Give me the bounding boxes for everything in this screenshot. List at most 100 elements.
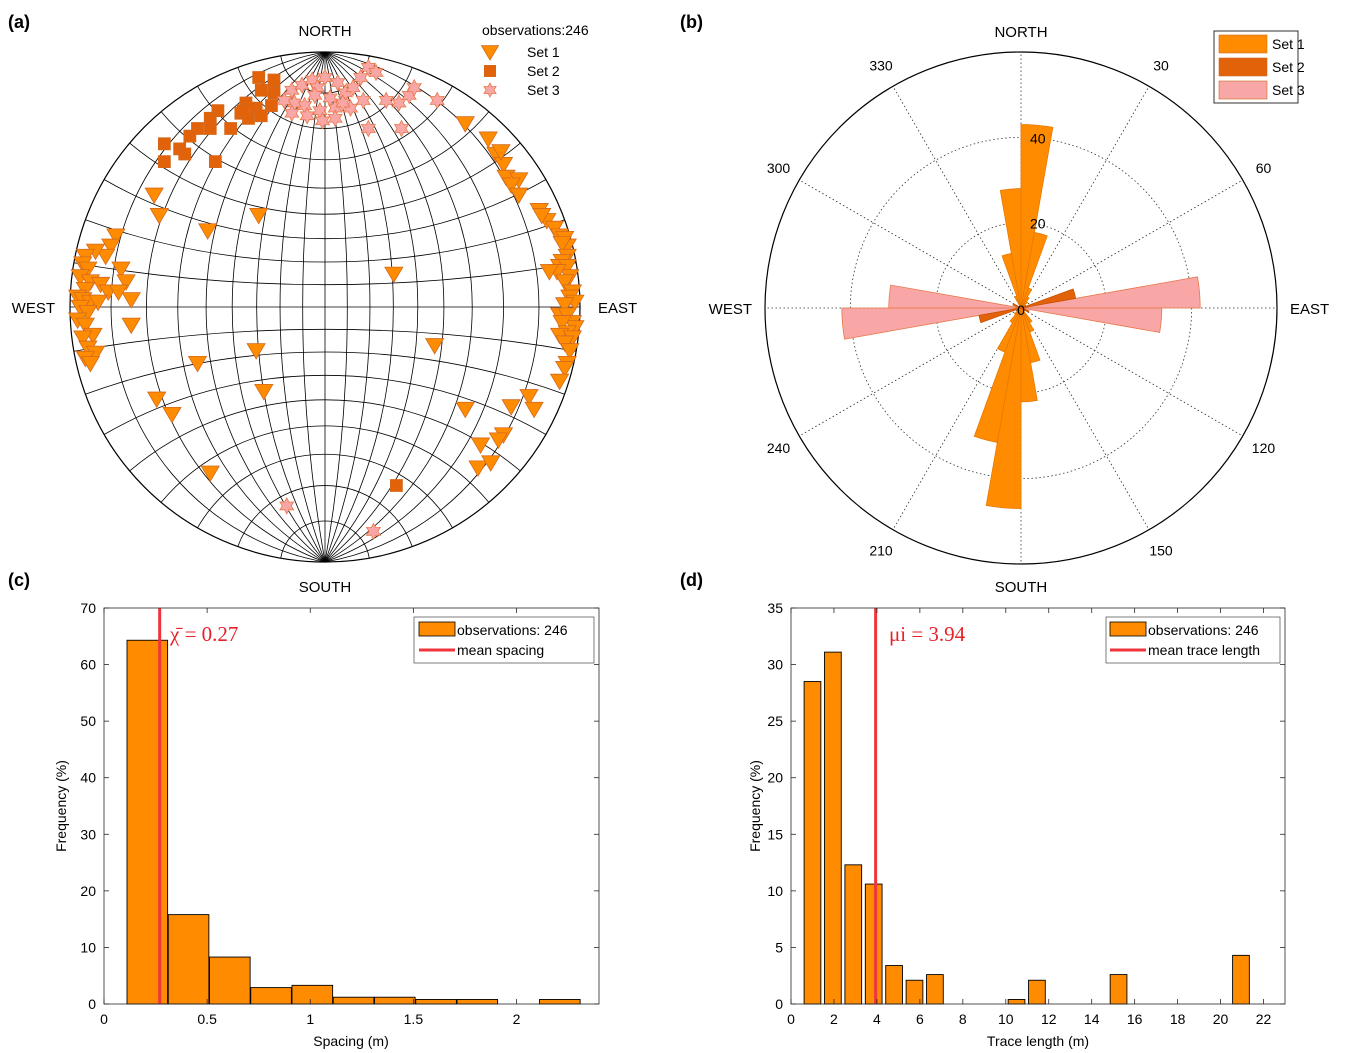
rose-legend-set-3-swatch [1218, 80, 1268, 100]
stereonet-south-label: SOUTH [299, 579, 352, 596]
trace-length-histogram-bar [864, 883, 883, 1005]
trace-length-x-tick-label: 4 [873, 1011, 881, 1027]
set-1-point [96, 248, 116, 266]
set-3-point [360, 58, 377, 77]
set-3-point [284, 81, 300, 100]
set-1-point [539, 264, 560, 281]
stereonet-parallel [129, 399, 521, 472]
rose-south-label: SOUTH [995, 579, 1048, 596]
rose-radial-tick-label: 40 [1030, 130, 1046, 146]
panel-b-letter: (b) [680, 12, 703, 32]
rose-legend: Set 1 Set 2 Set 3 [1213, 30, 1305, 104]
set-1-point [532, 208, 552, 225]
spacing-x-tick-label: 2 [513, 1011, 521, 1027]
trace-length-histogram-bar [885, 965, 903, 1005]
spacing-y-tick-label: 70 [80, 600, 96, 616]
trace-length-y-tick-label: 15 [767, 826, 783, 842]
rose-legend-set-1-swatch [1218, 34, 1268, 54]
spacing-legend: observations: 246 mean spacing [413, 616, 595, 664]
stereonet-parallel [85, 219, 565, 263]
set-1-point [493, 157, 514, 174]
trace-length-x-tick-label: 2 [830, 1011, 838, 1027]
set-1-point [509, 187, 529, 205]
rose-angle-tick-label: 60 [1256, 160, 1272, 176]
trace-length-y-tick-label: 5 [775, 939, 783, 955]
trace-length-x-tick-label: 8 [959, 1011, 967, 1027]
rose-angle-gridline [1020, 307, 1243, 437]
set-3-point [368, 63, 384, 82]
rose-legend-set-3-label: Set 3 [1272, 82, 1305, 98]
set-1-point [111, 261, 131, 279]
rose-legend-set-2-swatch [1218, 57, 1268, 77]
trace-length-x-tick-label: 18 [1170, 1011, 1186, 1027]
set-3-point [307, 86, 323, 105]
trace-length-axis-ticks: 0 2 4 6 8 10 12 14 16 18 20 22 0 5 10 15 20 25 30 35 [767, 600, 1285, 1027]
trace-length-y-tick-label: 20 [767, 770, 783, 786]
trace-length-histogram-bar [1028, 979, 1046, 1005]
set-1-point [455, 401, 475, 419]
rose-angle-gridline [1020, 179, 1243, 309]
rose-outer-circle [764, 51, 1278, 565]
set-2-point [237, 104, 250, 118]
rose-angle-gridline [892, 86, 1022, 309]
trace-length-legend: observations: 246 mean trace length [1105, 616, 1281, 664]
stereonet-parallel [280, 55, 370, 94]
set-1-point [254, 384, 274, 401]
rose-bar-set-3 [841, 307, 1022, 340]
spacing-y-tick-label: 10 [80, 939, 96, 955]
rose-diagram-panel: (b) NORTH SOUTH EAST WEST 30 60 120 150 210 2… [680, 12, 1329, 596]
rose-north-label: NORTH [994, 24, 1047, 41]
set-1-point [555, 297, 575, 314]
set-3-point [378, 91, 394, 110]
set-1-point [384, 266, 404, 284]
legend-set-3-label: Set 3 [527, 82, 560, 98]
stereonet-grid [70, 51, 580, 563]
set-2-point [254, 109, 268, 123]
set-1-point [501, 399, 521, 416]
trace-length-y-tick-label: 35 [767, 600, 783, 616]
set-2-point [183, 129, 197, 143]
set-3-point [330, 73, 346, 92]
set-2-point [265, 99, 278, 112]
set-3-point [317, 68, 333, 87]
spacing-histogram-bar [415, 999, 457, 1005]
set-1-point [501, 177, 521, 194]
trace-length-axes-box [790, 607, 1286, 1005]
stereonet-points [67, 58, 585, 541]
stereonet-legend: observations:246 Set 1 Set 2 Set 3 [480, 22, 589, 98]
set-1-point [552, 315, 572, 332]
set-1-point [524, 401, 544, 419]
trace-length-x-tick-label: 14 [1084, 1011, 1100, 1027]
rose-bar-set-1 [1013, 307, 1022, 316]
set-1-point [121, 317, 141, 335]
set-1-point [149, 208, 169, 225]
set-3-point [335, 94, 351, 112]
set-2-point [208, 155, 222, 169]
set-2-point [203, 122, 217, 135]
spacing-legend-bar-swatch [418, 621, 456, 637]
spacing-histogram-bar [374, 996, 416, 1005]
trace-length-y-tick-label: 25 [767, 713, 783, 729]
legend-set-2-label: Set 2 [527, 63, 560, 79]
rose-angle-gridline [1020, 307, 1150, 530]
set-1-point [200, 465, 220, 483]
trace-length-y-tick-label: 30 [767, 657, 783, 673]
set-1-point [108, 284, 129, 302]
trace-length-x-tick-label: 16 [1127, 1011, 1143, 1027]
set-2-point [254, 83, 268, 97]
set-1-point [249, 208, 269, 225]
trace-length-y-tick-label: 10 [767, 883, 783, 899]
panel-c-letter: (c) [8, 570, 30, 590]
stereonet-north-label: NORTH [298, 23, 351, 40]
rose-legend-set-2-label: Set 2 [1272, 59, 1305, 75]
trace-length-histogram-bar [905, 979, 924, 1005]
set-1-point [144, 187, 164, 205]
trace-length-legend-mean: mean trace length [1148, 642, 1260, 658]
stereonet-primitive-circle [69, 51, 581, 563]
set-2-point [157, 137, 171, 151]
mean-spacing-annotation: χ̄ = 0.27 [169, 622, 238, 646]
spacing-legend-observations: observations: 246 [457, 622, 568, 638]
stereonet-parallel [237, 67, 413, 129]
